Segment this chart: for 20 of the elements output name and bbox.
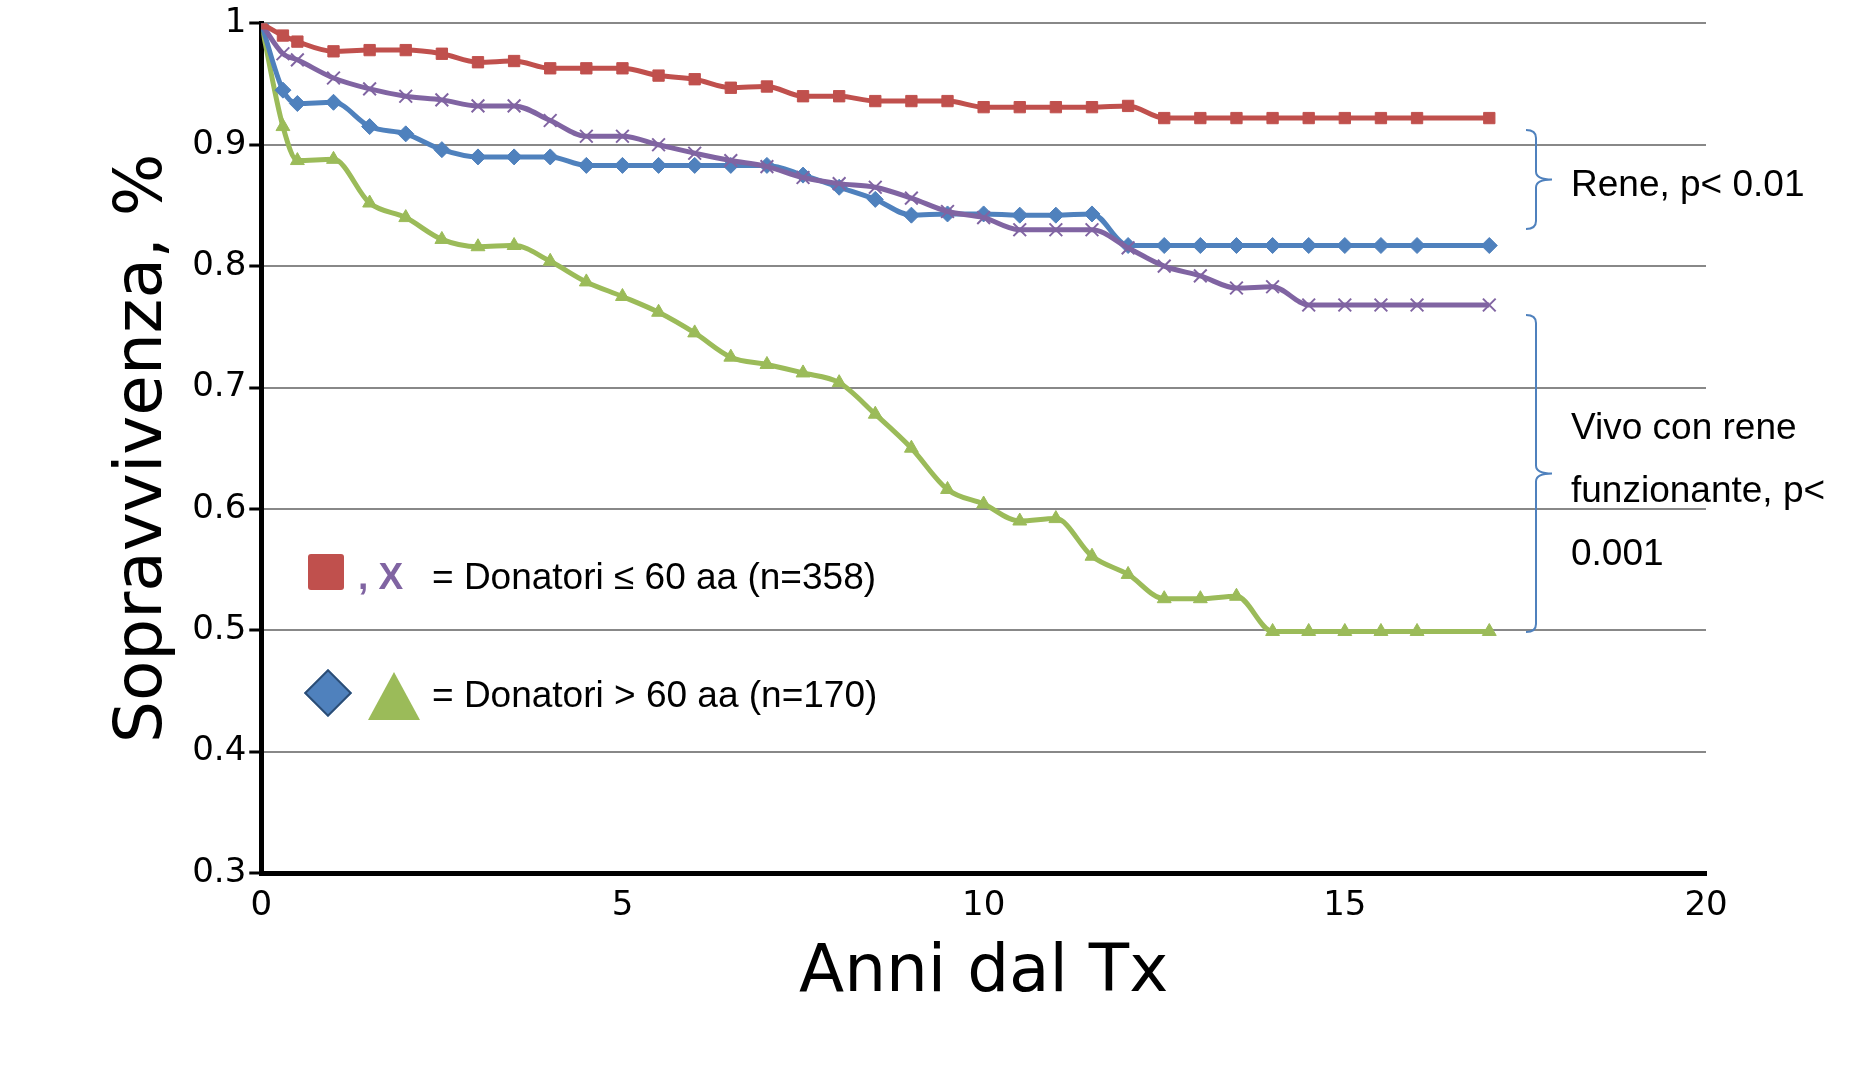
y-tick-label: 1 <box>224 0 247 41</box>
x-tick-label: 20 <box>1684 883 1728 924</box>
y-tick-label: 0.5 <box>192 607 247 648</box>
y-tick-label: 0.9 <box>192 121 247 162</box>
x-tick-label: 10 <box>962 883 1006 924</box>
y-tick-label: 0.7 <box>192 364 247 405</box>
x-tick-label: 5 <box>611 883 634 924</box>
y-tick-label: 0.6 <box>192 485 247 526</box>
x-tick-label: 0 <box>250 883 273 924</box>
annotation: Rene, p< 0.01 <box>1571 163 1805 204</box>
annotation: , X <box>358 556 404 597</box>
y-tick-label: 0.3 <box>192 849 247 890</box>
annotation: = Donatori ≤ 60 aa (n=358) <box>432 556 877 597</box>
y-tick-label: 0.4 <box>192 728 247 769</box>
annotation: = Donatori > 60 aa (n=170) <box>432 674 878 715</box>
y-tick-label: 0.8 <box>192 242 247 283</box>
y-axis-title: Sopravvivenza, % <box>99 153 177 743</box>
x-tick-label: 15 <box>1323 883 1367 924</box>
annotation: Vivo con rene funzionante, p< 0.001 <box>1571 405 1827 575</box>
x-axis-title: Anni dal Tx <box>799 929 1169 1007</box>
